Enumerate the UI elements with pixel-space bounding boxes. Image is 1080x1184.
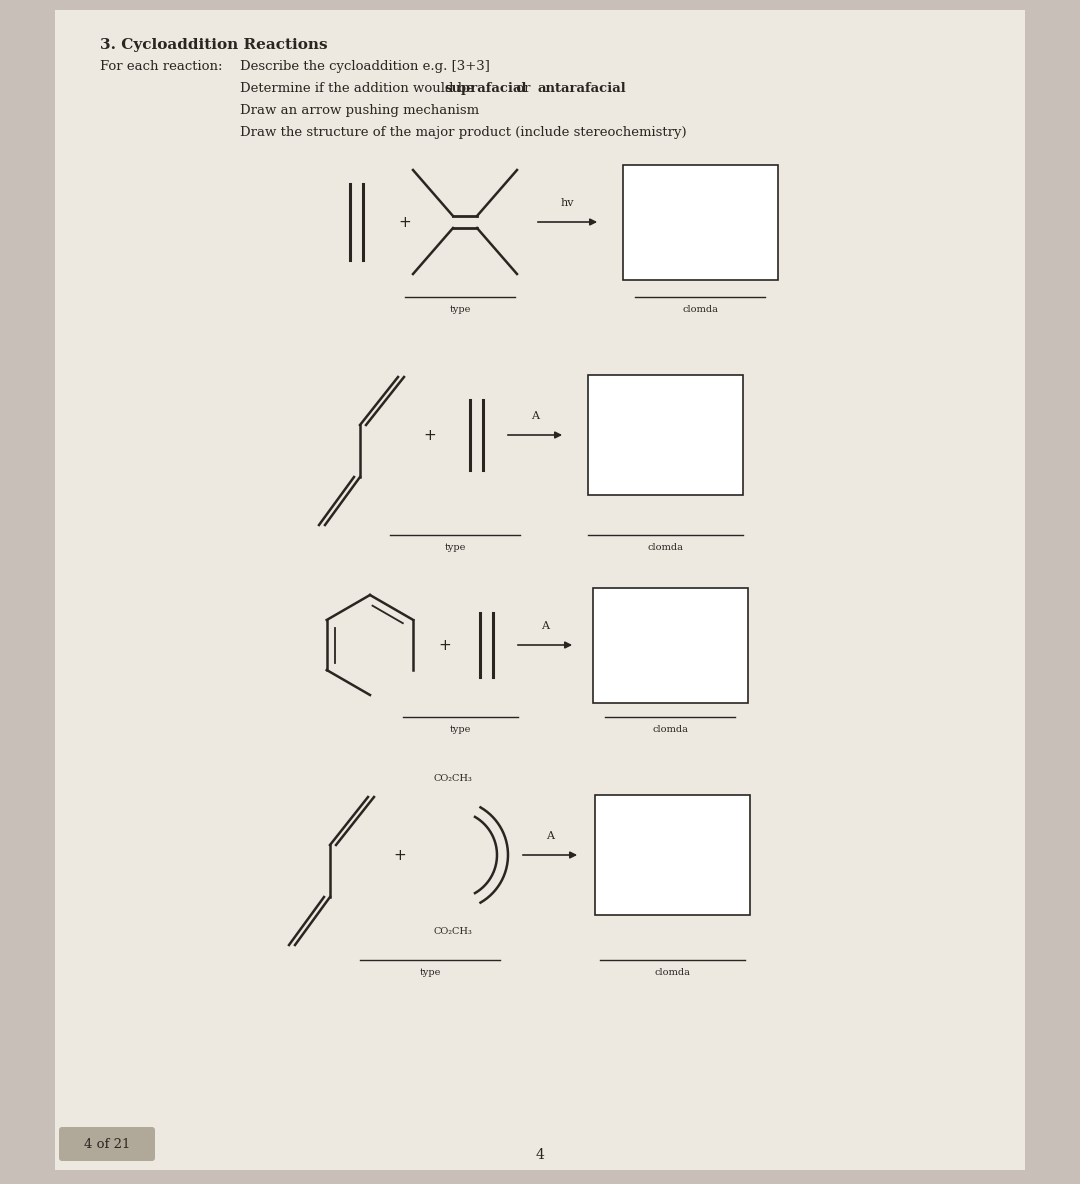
Bar [593,587,747,702]
Text: clomda: clomda [654,969,690,977]
Text: type: type [444,543,465,552]
Text: type: type [449,725,471,734]
FancyBboxPatch shape [59,1127,156,1162]
Text: A: A [546,831,554,841]
Text: antarafacial: antarafacial [537,82,625,95]
Text: 4 of 21: 4 of 21 [84,1138,131,1151]
Bar [594,794,750,915]
Text: CO₂CH₃: CO₂CH₃ [433,927,472,937]
Text: 3. Cycloaddition Reactions: 3. Cycloaddition Reactions [100,38,327,52]
Text: A: A [531,411,539,422]
Text: For each reaction:: For each reaction: [100,60,222,73]
Bar [622,165,778,279]
Text: CO₂CH₃: CO₂CH₃ [433,774,472,783]
Text: clomda: clomda [683,305,718,314]
Text: Draw an arrow pushing mechanism: Draw an arrow pushing mechanism [240,104,480,117]
Text: +: + [393,848,406,862]
Bar [55,9,1025,1170]
Text: or: or [512,82,535,95]
Bar [588,375,743,495]
Text: 4: 4 [536,1148,544,1162]
Text: type: type [449,305,471,314]
Text: A: A [541,620,549,631]
Text: type: type [419,969,441,977]
Text: Determine if the addition would be: Determine if the addition would be [240,82,478,95]
Text: Describe the cycloaddition e.g. [3+3]: Describe the cycloaddition e.g. [3+3] [240,60,490,73]
Text: +: + [399,214,411,230]
Text: Draw the structure of the major product (include stereochemistry): Draw the structure of the major product … [240,126,687,139]
Text: +: + [423,427,436,443]
Text: suprafacial: suprafacial [444,82,527,95]
Text: clomda: clomda [652,725,688,734]
Text: hv: hv [561,198,575,208]
Text: clomda: clomda [647,543,683,552]
Text: +: + [438,637,451,652]
